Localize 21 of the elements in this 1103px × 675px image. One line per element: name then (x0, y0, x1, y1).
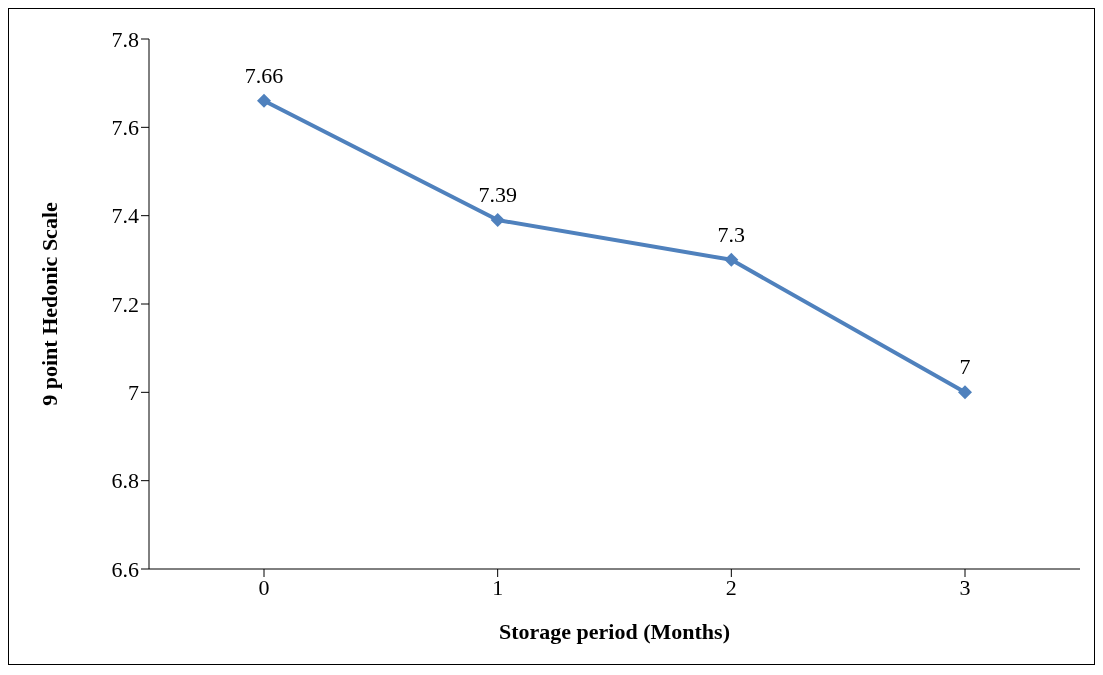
data-label: 7 (959, 354, 971, 380)
x-tick-label: 2 (725, 574, 737, 600)
y-tick-label: 6.8 (111, 468, 139, 494)
point (958, 385, 972, 400)
x-axis-title: Storage period (Months) (499, 619, 730, 644)
y-tick-label: 6.6 (111, 556, 139, 582)
data-label: 7.66 (244, 62, 284, 88)
point (257, 93, 271, 108)
y-tick-label: 7 (128, 380, 139, 406)
x-tick-label: 3 (959, 574, 971, 600)
y-axis-title: 9 point Hedonic Scale (36, 202, 62, 406)
data-label: 7.39 (478, 182, 517, 208)
point (724, 252, 739, 267)
y-tick-label: 7.4 (111, 203, 139, 229)
y-tick-label: 7.6 (111, 115, 139, 141)
y-tick-label: 7.8 (111, 26, 139, 52)
point (490, 213, 505, 228)
y-tick-label: 7.2 (111, 291, 139, 317)
data-label: 7.3 (717, 221, 746, 247)
x-tick-label: 0 (258, 574, 270, 600)
x-tick-label: 1 (492, 574, 504, 600)
